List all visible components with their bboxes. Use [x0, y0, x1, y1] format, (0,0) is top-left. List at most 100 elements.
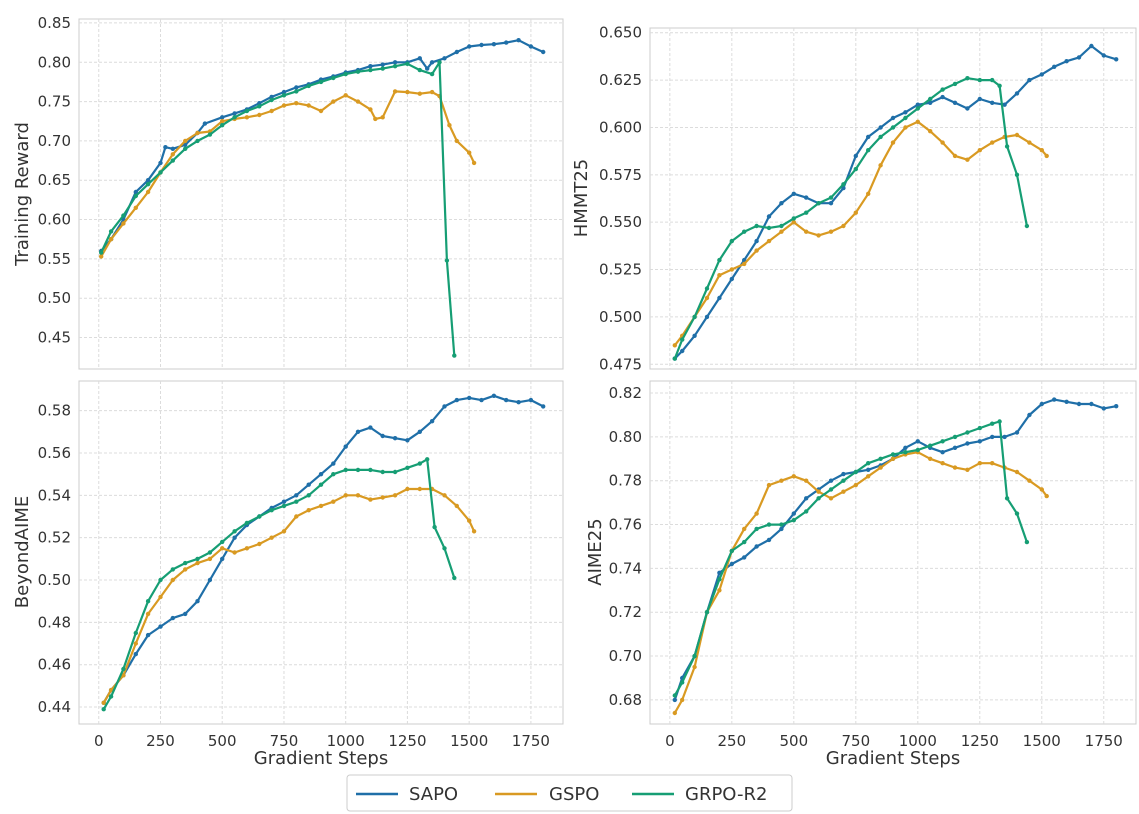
series-layer: [99, 38, 546, 358]
x-axis-label: Gradient Steps: [826, 748, 960, 769]
data-point-gspo: [269, 108, 274, 114]
data-point-grpo-r2: [791, 518, 796, 523]
data-point-sapo: [145, 632, 151, 638]
data-point-sapo: [915, 102, 920, 107]
data-point-gspo: [145, 189, 151, 195]
data-point-sapo: [1089, 401, 1094, 407]
data-point-gspo: [766, 482, 772, 488]
data-point-sapo: [717, 295, 722, 301]
data-point-sapo: [853, 153, 858, 159]
data-point-gspo: [195, 560, 200, 566]
data-point-grpo-r2: [331, 75, 336, 81]
data-point-grpo-r2: [928, 443, 933, 448]
x-tick-label: 250: [146, 732, 175, 750]
data-point-sapo: [791, 511, 796, 516]
data-point-sapo: [1076, 401, 1082, 407]
data-point-gspo: [915, 119, 920, 125]
y-tick-label: 0.70: [609, 647, 642, 665]
data-point-sapo: [479, 42, 484, 48]
data-point-sapo: [429, 419, 435, 424]
data-point-gspo: [257, 541, 262, 547]
data-point-gspo: [791, 474, 796, 479]
y-tick-label: 0.45: [38, 329, 71, 347]
y-axis-label: AIME25: [585, 518, 606, 585]
grid-y: [79, 22, 563, 339]
data-point-grpo-r2: [672, 693, 677, 698]
data-point-gspo: [355, 493, 361, 498]
data-point-grpo-r2: [429, 71, 435, 77]
data-point-gspo: [318, 503, 324, 509]
data-point-gspo: [471, 160, 477, 166]
data-point-gspo: [977, 461, 982, 466]
data-point-sapo: [754, 238, 759, 244]
data-point-gspo: [779, 478, 784, 483]
data-point-gspo: [331, 99, 336, 104]
data-point-grpo-r2: [878, 134, 883, 140]
data-point-gspo: [940, 140, 945, 145]
data-point-grpo-r2: [779, 223, 784, 229]
data-point-gspo: [101, 700, 106, 705]
data-point-gspo: [343, 93, 348, 98]
data-point-gspo: [828, 229, 834, 234]
data-point-sapo: [145, 178, 151, 183]
subplot-aime25: 0.68 0.70 0.72 0.74 0.76 0.78 0.80 0.82 0 250 500…: [585, 380, 1137, 769]
data-point-gspo: [467, 518, 472, 523]
data-point-grpo-r2: [692, 653, 697, 659]
data-point-sapo: [1027, 412, 1032, 418]
data-point-sapo: [779, 526, 784, 532]
data-point-gspo: [121, 673, 126, 678]
data-point-sapo: [965, 441, 970, 446]
data-point-sapo: [429, 60, 435, 65]
data-point-sapo: [1076, 55, 1082, 60]
series-line-gspo: [100, 90, 476, 258]
data-point-sapo: [742, 555, 747, 560]
data-point-gspo: [903, 125, 908, 130]
x-tick-label: 500: [779, 732, 808, 750]
data-point-grpo-r2: [828, 195, 834, 200]
x-tick-label: 1250: [388, 732, 426, 750]
data-point-grpo-r2: [990, 421, 995, 426]
data-point-sapo: [1052, 64, 1057, 70]
data-point-grpo-r2: [853, 166, 858, 172]
data-point-sapo: [965, 106, 970, 111]
data-point-gspo: [754, 248, 759, 253]
data-point-grpo-r2: [158, 170, 163, 175]
y-tick-label: 0.78: [609, 472, 642, 490]
data-point-grpo-r2: [437, 60, 442, 65]
data-point-sapo: [1101, 53, 1107, 58]
legend-entry-gspo: GSPO: [495, 784, 599, 805]
data-point-gspo: [158, 594, 163, 600]
data-point-sapo: [903, 445, 908, 450]
data-point-sapo: [952, 445, 958, 450]
data-point-gspo: [306, 508, 311, 513]
data-point-grpo-r2: [816, 201, 821, 206]
y-tick-label: 0.600: [599, 118, 642, 136]
data-point-grpo-r2: [952, 434, 958, 440]
data-point-gspo: [853, 482, 858, 488]
x-tick-label: 0: [665, 732, 675, 750]
data-point-gspo: [1027, 140, 1032, 145]
data-point-grpo-r2: [380, 469, 385, 475]
data-point-gspo: [368, 497, 373, 502]
data-point-grpo-r2: [232, 529, 237, 534]
data-point-gspo: [392, 89, 398, 94]
data-point-grpo-r2: [405, 465, 410, 470]
data-point-gspo: [866, 474, 871, 479]
series-layer: [672, 397, 1119, 716]
data-point-gspo: [294, 514, 299, 519]
data-point-gspo: [417, 486, 422, 492]
data-point-grpo-r2: [779, 522, 784, 527]
data-point-sapo: [878, 125, 883, 130]
data-point-gspo: [355, 99, 361, 104]
data-point-gspo: [1039, 148, 1045, 153]
data-point-sapo: [281, 499, 287, 504]
data-point-gspo: [244, 546, 250, 551]
data-point-grpo-r2: [1014, 511, 1020, 516]
data-point-sapo: [220, 115, 225, 120]
data-point-sapo: [454, 397, 459, 403]
data-point-gspo: [170, 152, 175, 157]
data-point-sapo: [294, 493, 299, 498]
y-tick-label: 0.48: [38, 613, 71, 631]
y-tick-label: 0.50: [38, 571, 71, 589]
data-point-grpo-r2: [704, 610, 710, 615]
